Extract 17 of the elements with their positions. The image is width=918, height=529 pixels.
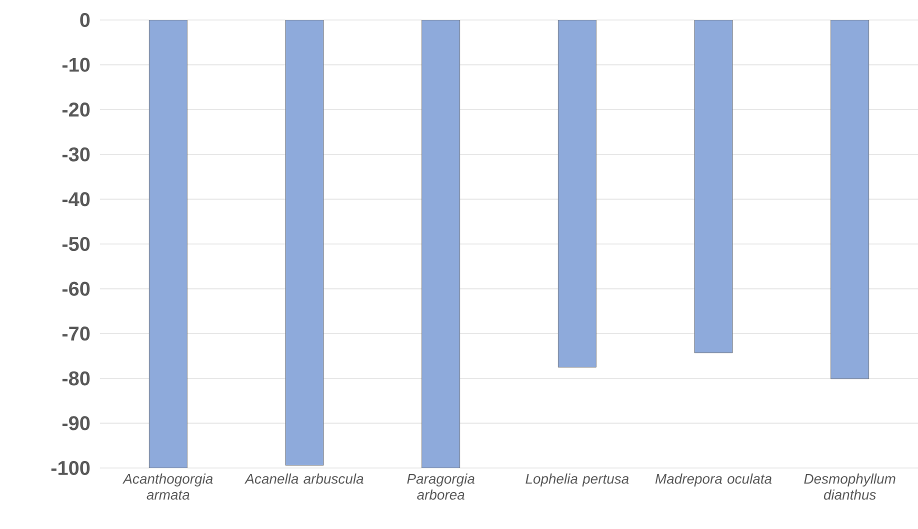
y-tick-label: -10 [62, 58, 90, 72]
x-tick-label: Lophelia pertusa [526, 474, 629, 487]
x-tick-label: Madrepora oculata [655, 474, 772, 487]
y-tick-label: -90 [62, 416, 90, 430]
x-tick-label: Acanella arbuscula [244, 474, 364, 484]
y-tick-label: -70 [62, 326, 90, 341]
y-tick-label: -20 [62, 102, 90, 117]
x-tick-label: Acanthogorgia armata [122, 474, 213, 500]
y-tick-label: -30 [62, 147, 90, 162]
y-tick-label: -60 [62, 282, 90, 296]
y-tick-label: -80 [62, 371, 90, 386]
y-tick-label: 0 [80, 12, 90, 28]
x-tick-label: Desmophyllum dianthus [804, 474, 896, 500]
y-tick-label: -40 [62, 192, 90, 206]
y-tick-label: -100 [51, 460, 90, 476]
x-tick-label: Paragorgia arborea [407, 474, 474, 500]
y-tick-label: -50 [62, 236, 90, 252]
